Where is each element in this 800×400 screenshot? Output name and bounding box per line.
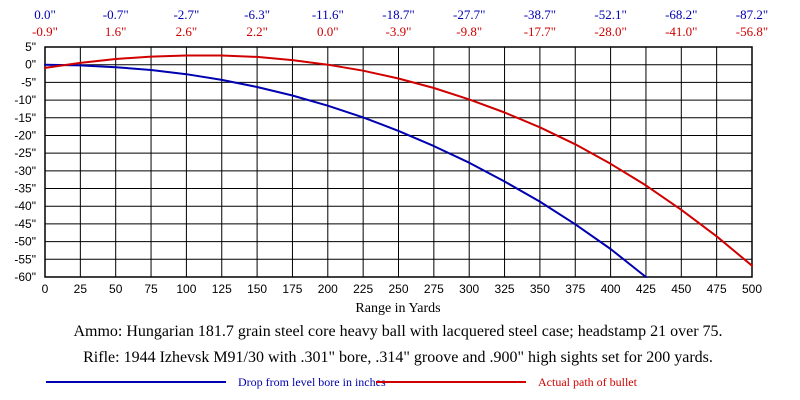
y-tick-label: -20" <box>14 128 36 142</box>
grid <box>44 46 753 278</box>
series <box>44 54 753 278</box>
x-tick-label: 250 <box>388 282 408 296</box>
tick-labels: 0 25 50 75 100 125 150 175 200 225 250 275 300 325 350… <box>14 40 762 296</box>
axes <box>44 46 753 278</box>
legend-drop-label: Drop from level bore in inches <box>238 375 386 389</box>
top-path-label: -9.8" <box>456 24 482 39</box>
x-tick-label: 150 <box>247 282 267 296</box>
top-drop-label: -52.1" <box>594 7 626 22</box>
ammo-note: Ammo: Hungarian 181.7 grain steel core h… <box>73 323 722 340</box>
x-tick-label: 500 <box>742 282 762 296</box>
x-tick-label: 300 <box>459 282 479 296</box>
top-path-label: 2.2" <box>246 24 268 39</box>
top-path-label: -56.8" <box>736 24 768 39</box>
x-tick-label: 25 <box>74 282 88 296</box>
y-tick-label: -35" <box>14 182 36 196</box>
top-drop-label: -18.7" <box>382 7 414 22</box>
top-drop-label: -6.3" <box>244 7 270 22</box>
top-drop-label: -11.6" <box>312 7 344 22</box>
top-path-label: -41.0" <box>665 24 697 39</box>
top-drop-label: -27.7" <box>453 7 485 22</box>
y-tick-label: -40" <box>14 199 36 213</box>
plot-frame <box>44 46 753 278</box>
legend-path-label: Actual path of bullet <box>538 375 638 389</box>
y-tick-label: -60" <box>14 270 36 284</box>
y-tick-label: -55" <box>14 252 36 266</box>
x-tick-label: 125 <box>212 282 232 296</box>
x-tick-label: 225 <box>353 282 373 296</box>
top-drop-label: -87.2" <box>736 7 768 22</box>
y-tick-label: 0" <box>25 58 36 72</box>
top-path-label: 2.6" <box>176 24 198 39</box>
top-drop-label: 0.0" <box>34 7 56 22</box>
top-drop-label: -2.7" <box>173 7 199 22</box>
y-tick-label: -45" <box>14 217 36 231</box>
rifle-note: Rifle: 1944 Izhevsk M91/30 with .301" bo… <box>83 349 713 366</box>
x-tick-label: 325 <box>495 282 515 296</box>
x-tick-label: 450 <box>671 282 691 296</box>
x-tick-label: 0 <box>42 282 49 296</box>
drop-series-line <box>44 63 647 278</box>
path-series-line <box>44 54 753 267</box>
y-tick-label: -5" <box>21 75 36 89</box>
top-path-label: -3.9" <box>386 24 412 39</box>
top-drop-label: -38.7" <box>524 7 556 22</box>
x-tick-label: 200 <box>318 282 338 296</box>
y-tick-label: -10" <box>14 93 36 107</box>
x-tick-label: 275 <box>424 282 444 296</box>
y-tick-label: 5" <box>25 40 36 54</box>
x-tick-label: 50 <box>109 282 123 296</box>
y-tick-label: -25" <box>14 146 36 160</box>
top-labels: 0.0" -0.7" -2.7" -6.3" -11.6" -18.7" -27.7" -38… <box>32 7 768 39</box>
x-tick-label: 75 <box>144 282 158 296</box>
y-tick-label: -50" <box>14 235 36 249</box>
top-drop-label: -68.2" <box>665 7 697 22</box>
x-tick-label: 375 <box>565 282 585 296</box>
x-tick-label: 350 <box>530 282 550 296</box>
x-tick-label: 475 <box>707 282 727 296</box>
y-tick-label: -15" <box>14 111 36 125</box>
x-axis-label: Range in Yards <box>355 301 440 316</box>
y-tick-label: -30" <box>14 164 36 178</box>
x-tick-label: 425 <box>636 282 656 296</box>
top-path-label: 1.6" <box>105 24 127 39</box>
top-path-label: -0.9" <box>32 24 58 39</box>
top-path-label: -28.0" <box>594 24 626 39</box>
x-tick-label: 175 <box>282 282 302 296</box>
x-tick-label: 100 <box>176 282 196 296</box>
x-tick-label: 400 <box>601 282 621 296</box>
top-drop-label: -0.7" <box>103 7 129 22</box>
top-path-label: -17.7" <box>524 24 556 39</box>
top-path-label: 0.0" <box>317 24 339 39</box>
legend: Drop from level bore in inches Actual pa… <box>46 375 638 389</box>
